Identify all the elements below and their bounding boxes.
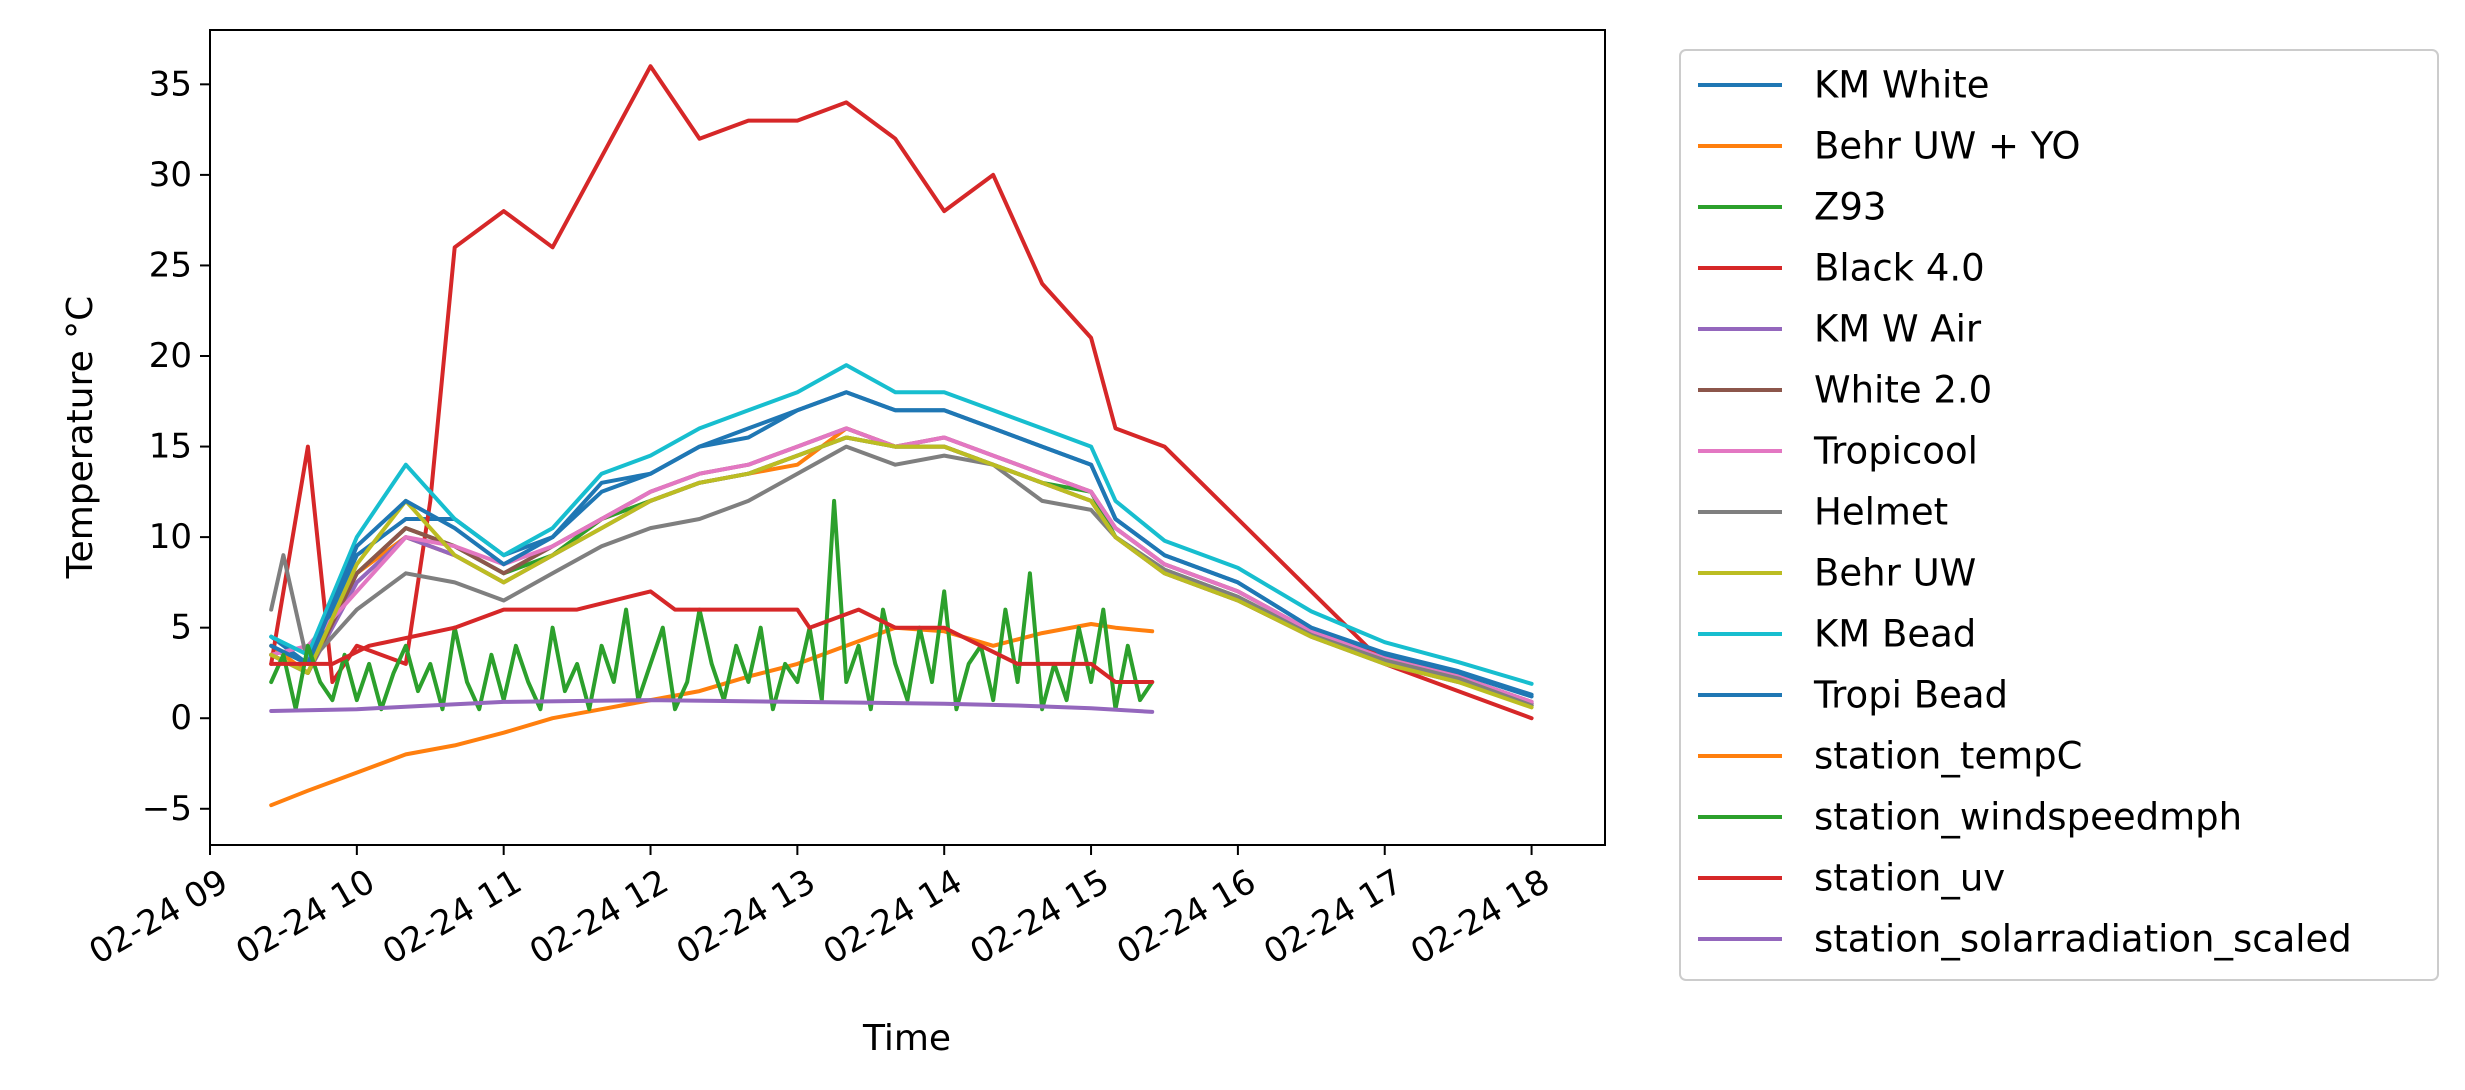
legend-label: KM Bead xyxy=(1814,613,1976,656)
y-tick-label: 35 xyxy=(149,64,192,104)
legend-label: Tropicool xyxy=(1813,430,1978,473)
legend-label: Behr UW + YO xyxy=(1814,125,2080,168)
legend-label: KM White xyxy=(1814,64,1990,107)
legend-label: Tropi Bead xyxy=(1813,674,2008,717)
y-axis-label: Temperature °C xyxy=(60,296,101,580)
legend-label: Helmet xyxy=(1814,491,1948,534)
y-tick-label: 20 xyxy=(149,336,192,376)
legend-label: White 2.0 xyxy=(1814,369,1992,412)
legend-label: Z93 xyxy=(1814,186,1886,229)
legend-label: station_windspeedmph xyxy=(1814,796,2242,839)
legend-label: station_solarradiation_scaled xyxy=(1814,918,2352,961)
series-line-10 xyxy=(269,390,1534,697)
y-tick-label: 0 xyxy=(170,698,192,738)
y-tick-label: 15 xyxy=(149,427,192,467)
series-line-3 xyxy=(269,64,1534,721)
legend-label: station_uv xyxy=(1814,857,2005,900)
series-layer xyxy=(269,64,1534,808)
legend-label: Behr UW xyxy=(1814,552,1976,595)
series-line-12 xyxy=(269,498,1155,712)
series-line-13 xyxy=(269,589,1155,684)
plot-frame xyxy=(209,29,1606,846)
y-axis: −5 0 5 10 15 20 25 30 35 xyxy=(142,64,210,829)
legend-label: station_tempC xyxy=(1814,735,2082,778)
series-line-6 xyxy=(269,426,1534,704)
y-tick-label: 25 xyxy=(149,245,192,285)
legend-frame xyxy=(1679,49,2439,981)
x-axis-label: Time xyxy=(862,1018,951,1059)
y-tick-label: 30 xyxy=(149,155,192,195)
y-tick-label: −5 xyxy=(142,789,192,829)
y-tick-label: 10 xyxy=(149,517,192,557)
y-tick-label: 5 xyxy=(170,608,192,648)
series-line-9 xyxy=(269,363,1534,686)
series-line-7 xyxy=(269,444,1534,708)
series-line-14 xyxy=(269,698,1155,714)
series-line-8 xyxy=(269,435,1534,710)
legend-label: KM W Air xyxy=(1814,308,1982,351)
legend: KM White Behr UW + YO Z93 Black 4.0 KM W Air… xyxy=(1679,49,2439,981)
legend-label: Black 4.0 xyxy=(1814,247,1985,290)
